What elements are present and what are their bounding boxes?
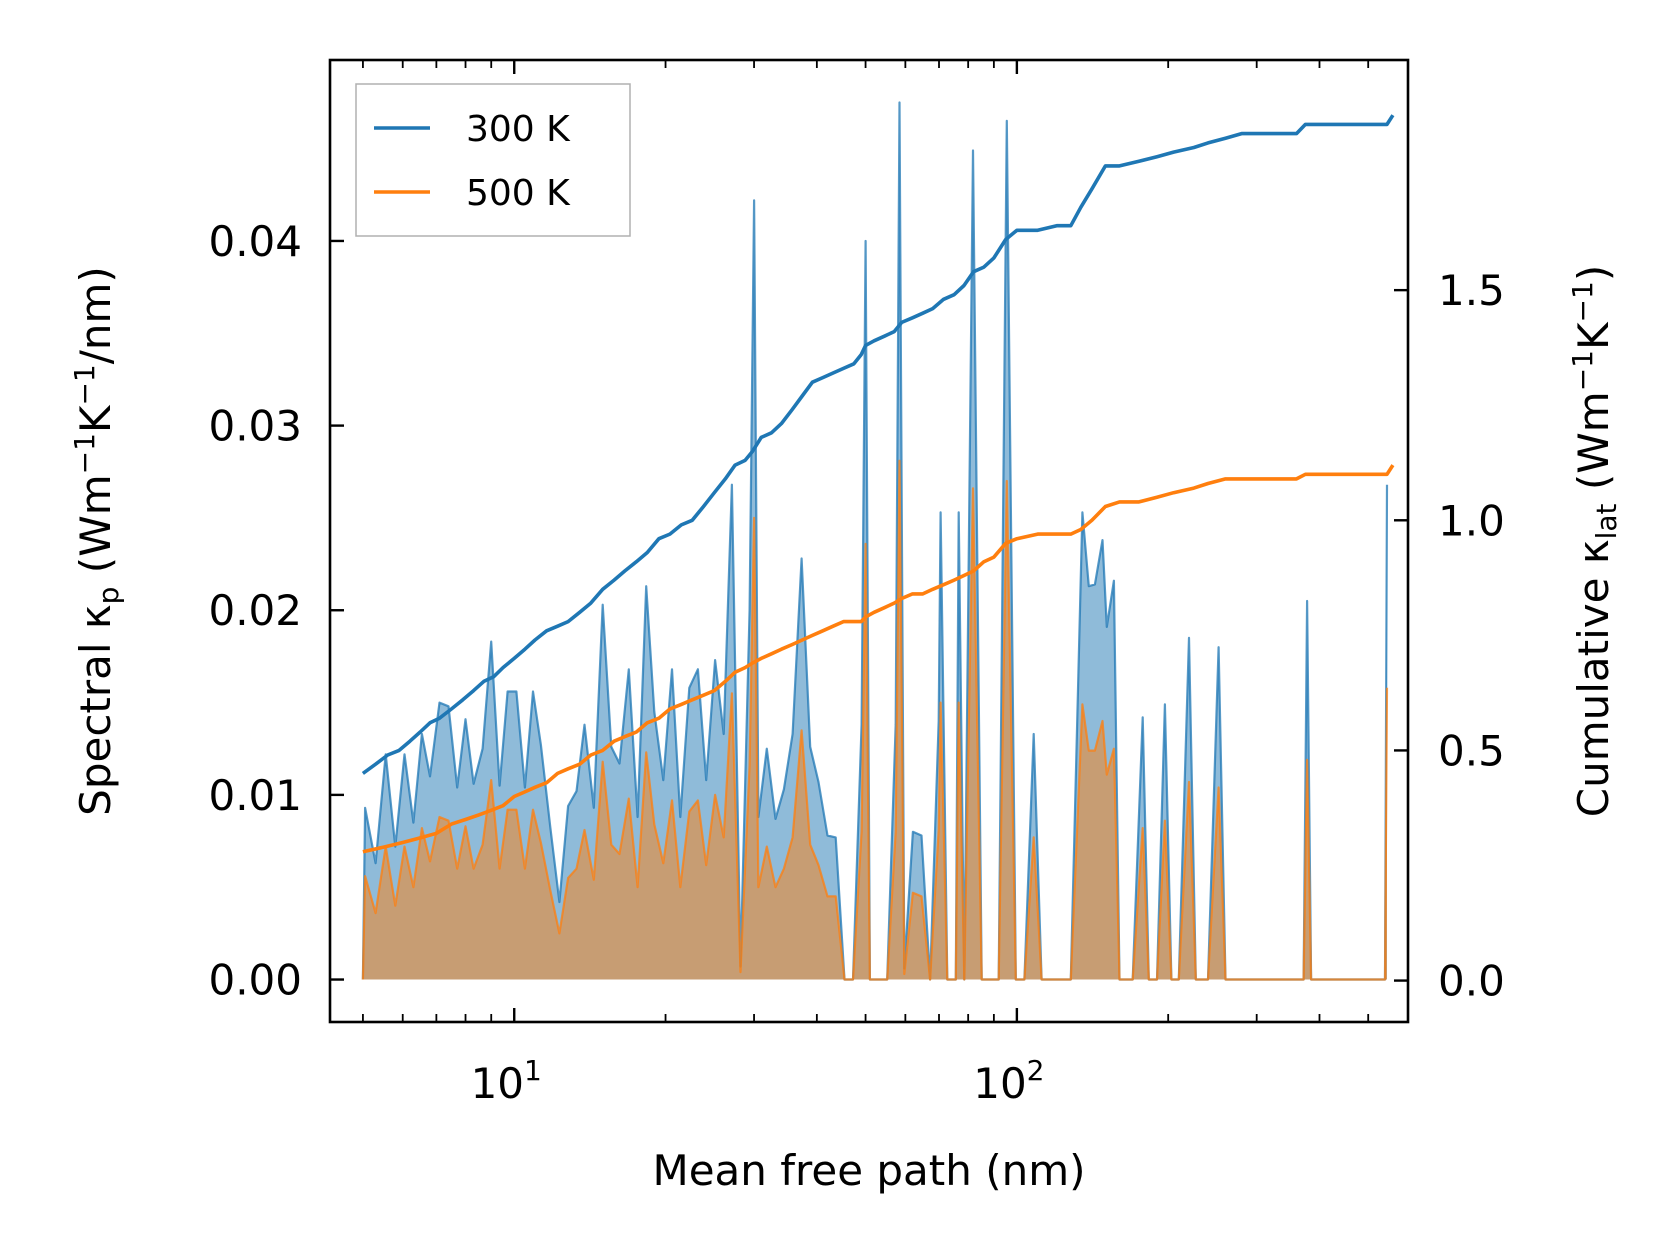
cumulative-line-series-1 [361,114,1395,775]
y-left-tick-label: 0.03 [208,402,302,451]
cumulative-line-series-2 [362,464,1395,854]
legend-label: 500 K [466,173,571,214]
legend-label: 300 K [466,109,571,150]
y-right-tick-label: 0.5 [1438,726,1505,775]
spectral-line-series-2 [361,459,1389,981]
y-right-tick-label: 1.0 [1438,496,1505,545]
legend: 300 K 500 K [355,83,631,237]
y-right-tick-label: 0.0 [1438,957,1505,1006]
legend-box [355,83,631,237]
y-left-tick-label: 0.04 [208,217,302,266]
y-right-tick-label: 1.5 [1438,266,1505,315]
spectral-fills [361,101,1389,981]
axis-ticks: 101 102 0.00 0.01 0.02 0.03 0.04 0.0 0.5 1.0 1.5 [208,60,1505,1108]
y-right-axis-label: Cumulative κlat (Wm−1K−1) [1566,265,1623,817]
x-tick-label: 102 [973,1054,1044,1108]
spectral-fill-series-2 [362,460,1387,980]
y-left-axis-label: Spectral κp (Wm−1K−1/nm) [68,266,125,816]
plot-frame [328,58,1410,1024]
x-tick-label: 101 [471,1054,542,1108]
y-left-tick-label: 0.02 [208,586,302,635]
y-left-tick-label: 0.00 [208,956,302,1005]
y-left-tick-label: 0.01 [208,771,302,820]
cumulative-lines [361,114,1395,854]
x-axis-label: Mean free path (nm) [652,1146,1085,1195]
